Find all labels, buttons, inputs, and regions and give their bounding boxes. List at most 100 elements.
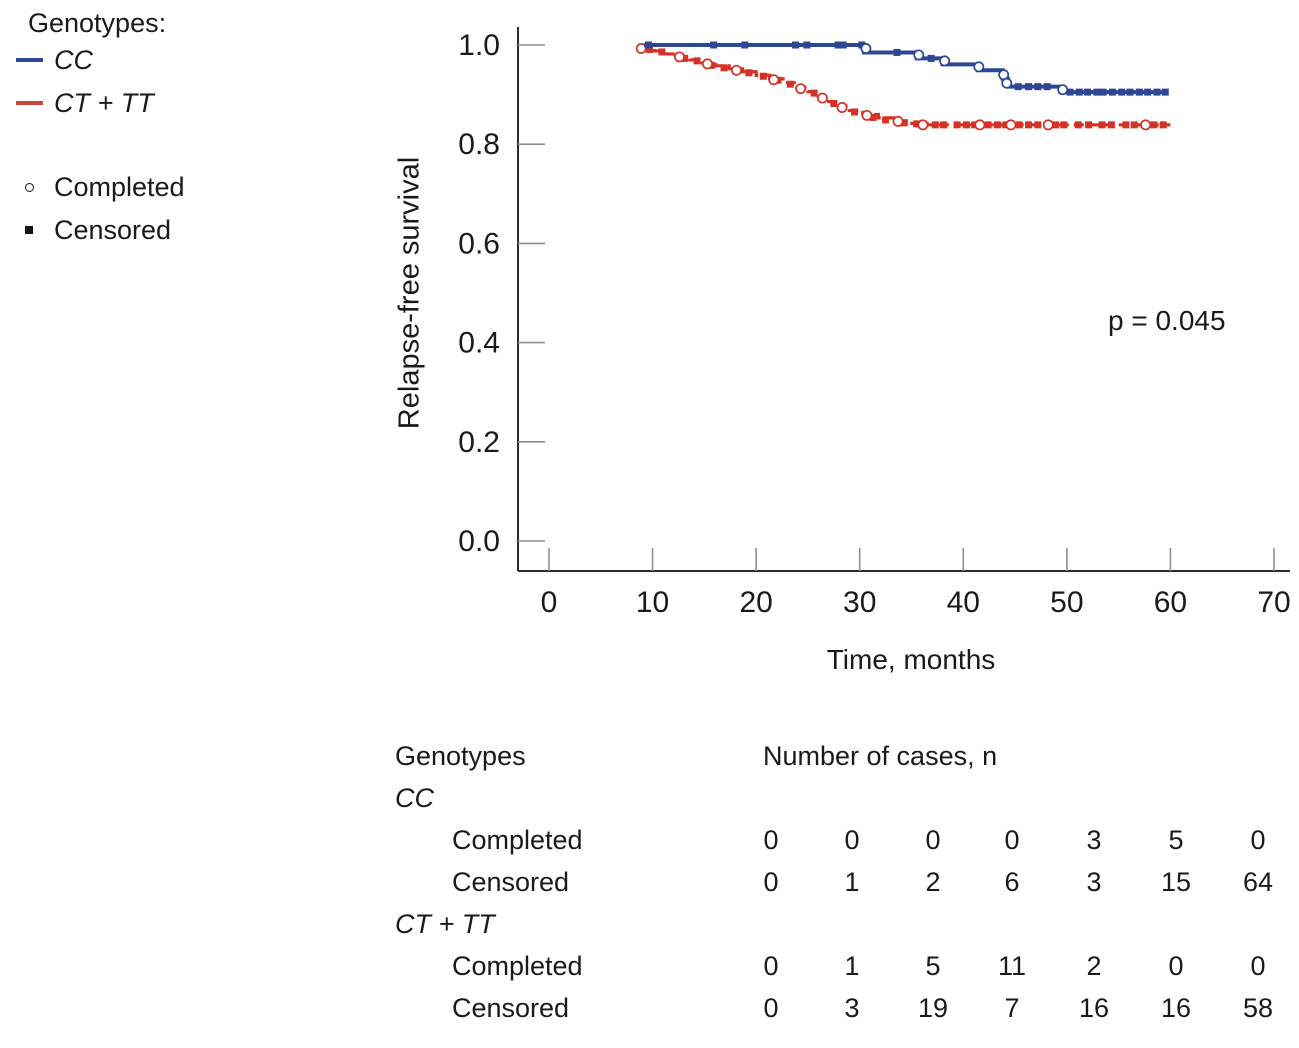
censored-marker: [1093, 88, 1101, 96]
completed-marker: [892, 115, 904, 127]
censored-marker: [1130, 121, 1138, 129]
km-survival-plot: 0.0 0.2 0.4 0.6 0.8 1.0 0 10 20 30 40 50 60 70: [458, 27, 1291, 619]
table-row: Completed 0 0 0 0 3 5 0: [0, 824, 1299, 858]
row-label-completed: Completed: [452, 825, 583, 855]
legend-label-cttt: CT + TT: [54, 87, 154, 118]
table-value-cell: 6: [1004, 867, 1020, 897]
completed-marker: [1042, 119, 1054, 131]
censored-marker: [830, 100, 838, 108]
table-value-cell: 16: [1078, 993, 1110, 1023]
censored-marker: [710, 41, 718, 49]
censored-marker: [1126, 88, 1134, 96]
completed-marker: [1140, 119, 1152, 131]
table-value-cell: 0: [763, 993, 779, 1023]
censored-marker: [869, 113, 877, 121]
censored-marker: [839, 41, 847, 49]
table-value-cell: 0: [1250, 825, 1266, 855]
x-axis-ticks: 0 10 20 30 40 50 60 70: [541, 548, 1291, 619]
table-value-cell: 5: [1168, 825, 1184, 855]
completed-marker: [1001, 77, 1013, 89]
table-value-cell: 7: [1004, 993, 1020, 1023]
legend-title: Genotypes:: [28, 8, 167, 38]
censored-marker: [792, 41, 799, 49]
table-header-genotypes: Genotypes: [395, 741, 526, 771]
censored-marker: [1118, 88, 1126, 96]
group-label-cc: CC: [395, 783, 434, 813]
censored-marker: [851, 108, 859, 116]
cttt-line-swatch-icon: [15, 101, 43, 105]
table-value-cell: 0: [763, 951, 779, 981]
completed-marker: [1005, 119, 1017, 131]
series-cc: [644, 41, 1169, 96]
completed-marker: [973, 61, 985, 73]
legend: Genotypes: CC CT + TT Completed Censored: [13, 8, 313, 268]
censored-marker: [1043, 83, 1051, 91]
x-tick-label: 40: [947, 586, 980, 619]
table-value-cell: 2: [925, 867, 941, 897]
y-tick-label: 1.0: [458, 29, 500, 62]
table-value-cell: 0: [763, 825, 779, 855]
legend-label-cc: CC: [54, 44, 93, 75]
table-value-cell: 64: [1242, 867, 1274, 897]
censored-marker: [810, 89, 818, 97]
x-tick-label: 60: [1154, 586, 1187, 619]
censored-marker: [893, 48, 901, 56]
table-value-cell: 58: [1242, 993, 1274, 1023]
censored-marker: [1015, 121, 1023, 129]
censored-marker: [745, 69, 753, 77]
x-axis-title: Time, months: [826, 644, 996, 675]
completed-marker-icon: [24, 182, 34, 192]
p-value-annotation: p = 0.045: [1108, 305, 1226, 336]
completed-marker: [836, 102, 848, 113]
censored-marker: [927, 54, 935, 62]
table-value-cell: 2: [1086, 951, 1102, 981]
table-header-row: Genotypes Number of cases, n: [0, 740, 1299, 774]
table-value-cell: 5: [925, 951, 941, 981]
y-tick-label: 0.6: [458, 227, 500, 260]
table-value-cell: 0: [763, 867, 779, 897]
table-row: Completed 0 1 5 11 2 0 0: [0, 950, 1299, 984]
table-value-cell: 3: [1086, 867, 1102, 897]
censored-marker: [1051, 121, 1059, 129]
completed-marker: [768, 74, 780, 86]
completed-marker: [1057, 84, 1069, 96]
censored-marker: [1060, 121, 1068, 129]
legend-item-cc: CC: [13, 44, 93, 76]
x-tick-label: 10: [636, 586, 669, 619]
censored-marker-icon: [25, 226, 33, 234]
row-label-censored: Censored: [452, 993, 570, 1023]
row-label-censored: Censored: [452, 867, 570, 897]
censored-marker: [1025, 83, 1033, 91]
x-tick-label: 50: [1050, 586, 1083, 619]
censored-marker: [786, 80, 794, 88]
censored-marker: [759, 72, 767, 80]
censored-marker: [1085, 121, 1093, 129]
censored-marker: [882, 116, 890, 124]
table-row: Censored 0 1 2 6 3 15 64: [0, 866, 1299, 900]
completed-marker: [939, 55, 951, 67]
completed-marker: [974, 119, 986, 131]
censored-marker: [984, 121, 992, 129]
table-value-cell: 19: [917, 993, 949, 1023]
censored-marker: [1034, 83, 1042, 91]
x-tick-label: 70: [1257, 586, 1290, 619]
y-tick-label: 0.4: [458, 327, 500, 360]
censored-marker: [1107, 121, 1115, 129]
row-label-completed: Completed: [452, 951, 583, 981]
table-value-cell: 1: [844, 867, 860, 897]
table-value-cell: 0: [1250, 951, 1266, 981]
censored-marker: [1084, 88, 1092, 96]
censored-marker: [1014, 83, 1022, 91]
y-tick-label: 0.2: [458, 426, 500, 459]
table-value-cell: 3: [1086, 825, 1102, 855]
table-value-cell: 0: [1004, 825, 1020, 855]
y-tick-label: 0.0: [458, 525, 500, 558]
censored-marker: [953, 121, 961, 129]
censored-marker: [1161, 88, 1169, 96]
table-group-cc: CC: [0, 782, 1299, 816]
censored-marker: [1144, 88, 1152, 96]
censored-marker: [803, 41, 811, 49]
x-tick-label: 0: [541, 586, 558, 619]
censored-marker: [1099, 88, 1107, 96]
